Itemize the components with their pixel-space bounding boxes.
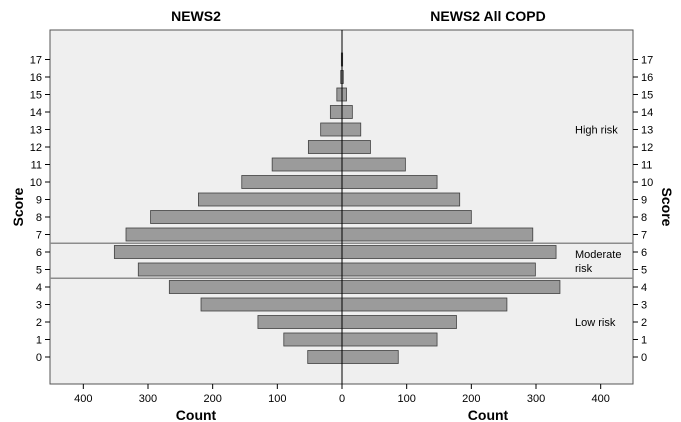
bar-right-score-10 [341,175,438,189]
x-tick-label: 400 [592,393,610,405]
bar-right-score-13 [341,122,362,137]
bar-right-score-0 [341,350,399,364]
y-tick-label-right: 9 [641,195,647,207]
bar-right-score-1 [341,332,438,347]
y-tick-label-right: 8 [641,212,647,224]
y-tick-label-right: 16 [641,72,653,84]
x-tick-labels: 0 100 100 200 200 300 300 400 400 [74,384,610,405]
y-tick-label-right: 6 [641,247,647,259]
bar-right-score-4 [341,280,561,294]
x-axis-label-right: Count [468,407,509,422]
bar-left-score-4 [168,280,343,294]
y-tick-label-right: 15 [641,90,653,102]
bar-right-score-9 [341,192,461,207]
y-tick-label-left: 4 [36,282,42,294]
bar-right-score-15 [341,87,347,102]
bars [113,52,561,364]
y-tick-label-left: 7 [36,230,42,242]
y-tick-label-right: 17 [641,55,653,67]
x-tick-label: 100 [397,393,415,405]
x-axis-label-left: Count [176,407,217,422]
bar-left-score-1 [283,332,343,347]
y-tick-label-right: 7 [641,230,647,242]
y-tick-label-right: 4 [641,282,647,294]
x-tick-label: 100 [268,393,286,405]
bar-left-score-14 [329,105,343,119]
y-tick-label-left: 13 [30,125,42,137]
region-label: Low risk [575,317,616,329]
y-tick-label-left: 9 [36,195,42,207]
left-panel-title: NEWS2 [171,8,221,24]
bar-left-score-6 [113,245,343,259]
bar-right-score-11 [341,157,406,172]
bar-left-score-8 [150,210,343,224]
right-panel-title: NEWS2 All COPD [430,8,545,24]
y-tick-label-left: 11 [31,160,42,172]
x-tick-label: 400 [74,393,92,405]
bar-left-score-15 [336,87,343,102]
bar-left-score-9 [198,192,343,207]
bar-right-score-3 [341,297,508,312]
bar-right-score-6 [341,245,557,259]
bar-left-score-13 [320,122,343,137]
bar-right-score-14 [341,105,353,119]
y-tick-label-right: 5 [641,265,647,277]
bar-left-score-7 [125,227,343,242]
y-tick-label-right: 10 [641,177,653,189]
y-tick-label-left: 16 [30,72,42,84]
x-tick-label: 200 [462,393,480,405]
bar-left-score-0 [307,350,343,364]
bar-left-score-11 [271,157,343,172]
y-tick-label-left: 5 [36,265,42,277]
y-tick-label-right: 3 [641,300,647,312]
y-tick-label-left: 0 [36,352,42,364]
region-label: risk [575,263,593,275]
y-tick-label-right: 13 [641,125,653,137]
bar-left-score-5 [137,262,343,277]
y-tick-label-left: 8 [36,212,42,224]
bar-left-score-12 [307,140,343,154]
risk-region-labels: High risk Moderate risk Low risk [575,125,621,330]
y-tick-label-left: 2 [36,317,42,329]
region-label: High risk [575,125,618,137]
y-tick-label-right: 0 [641,352,647,364]
y-tick-label-left: 10 [30,177,42,189]
bar-right-score-2 [341,315,457,329]
y-tick-label-left: 12 [30,142,42,154]
bar-right-score-8 [341,210,472,224]
bar-right-score-12 [341,140,371,154]
x-tick-label: 0 [339,393,345,405]
x-tick-label: 300 [139,393,157,405]
bar-right-score-7 [341,227,534,242]
y-tick-label-left: 15 [30,90,42,102]
y-tick-label-right: 2 [641,317,647,329]
y-axis-label-left: Score [10,187,26,226]
bar-left-score-2 [257,315,343,329]
y-tick-label-right: 11 [641,160,652,172]
x-tick-label: 300 [527,393,545,405]
x-tick-label: 200 [203,393,221,405]
y-tick-label-left: 14 [30,107,42,119]
y-tick-label-right: 1 [641,335,647,347]
y-tick-label-right: 12 [641,142,653,154]
y-tick-label-left: 1 [36,335,42,347]
y-axis-label-right: Score [659,188,675,227]
y-tick-label-left: 3 [36,300,42,312]
y-tick-label-right: 14 [641,107,653,119]
y-tick-label-left: 17 [30,55,42,67]
bar-left-score-10 [241,175,343,189]
y-tick-label-left: 6 [36,247,42,259]
bar-right-score-5 [341,262,536,277]
bar-left-score-3 [200,297,343,312]
region-label: Moderate [575,249,621,261]
